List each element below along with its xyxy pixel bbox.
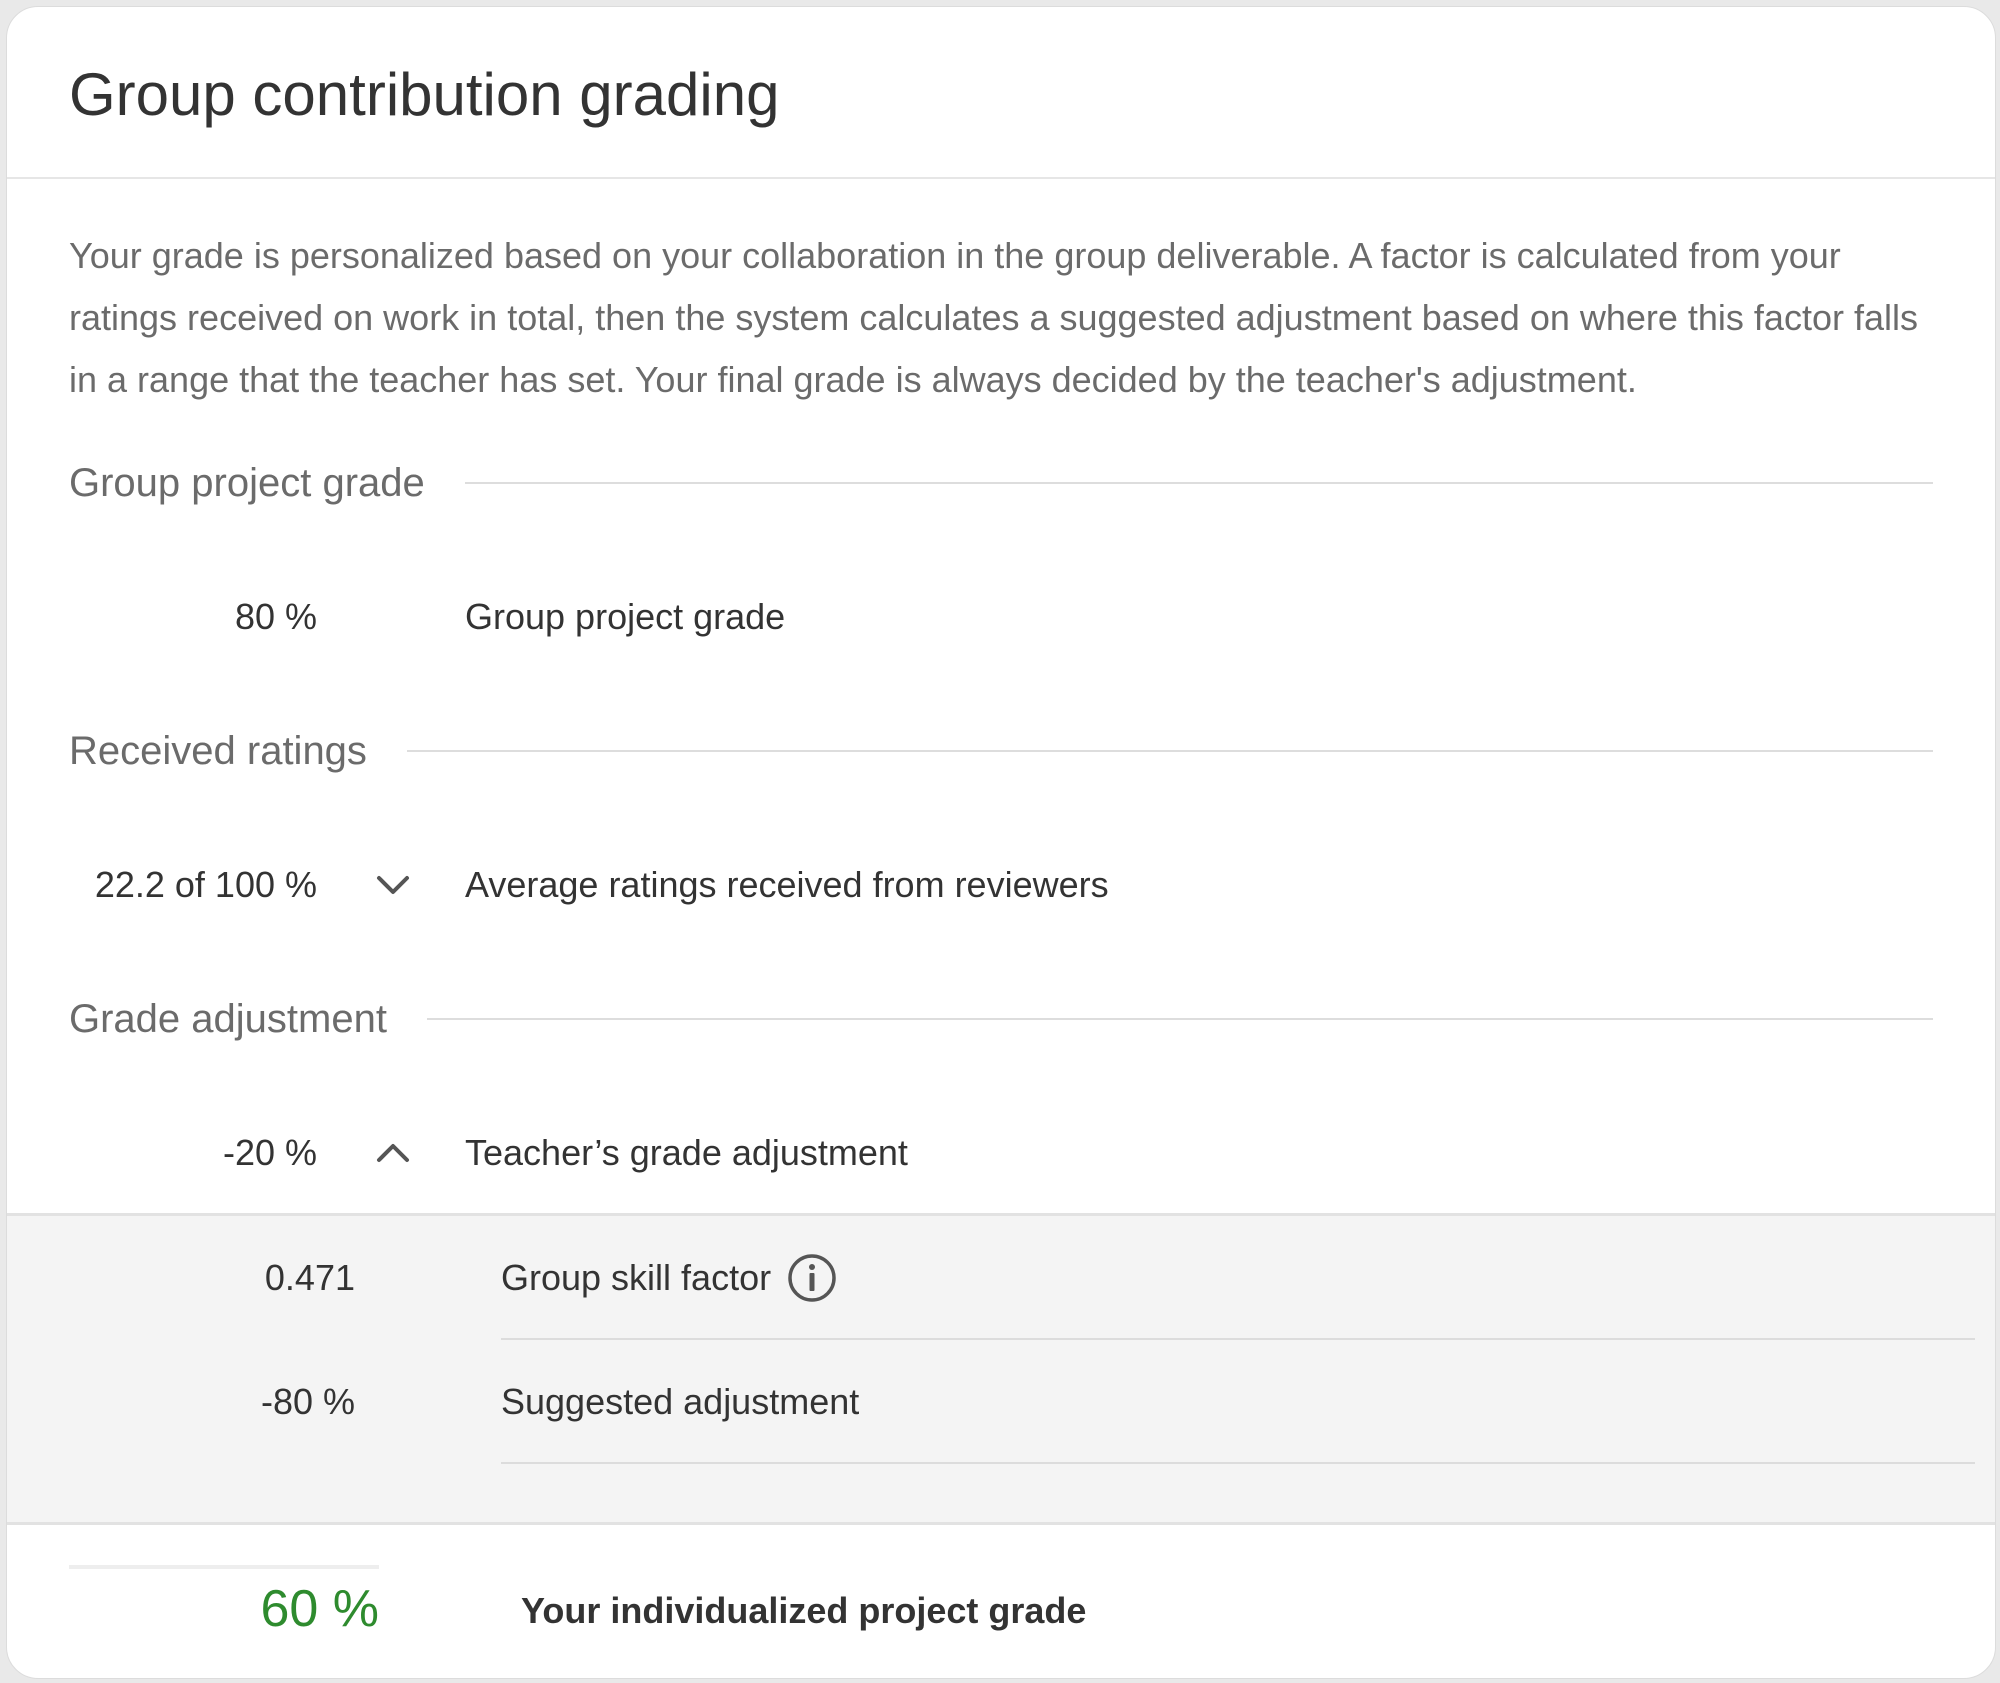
final-grade-value: 60 %	[260, 1580, 379, 1638]
adjustment-details-panel: 0.471 Group skill factor -80 % Suggested…	[7, 1213, 1995, 1525]
intro-text: Your grade is personalized based on your…	[69, 235, 1918, 400]
grading-card: Group contribution grading Your grade is…	[6, 6, 1996, 1679]
chevron-down-icon[interactable]	[369, 867, 417, 903]
section-title: Group project grade	[69, 460, 425, 505]
card-header: Group contribution grading	[7, 7, 1995, 179]
chevron-up-icon[interactable]	[369, 1135, 417, 1171]
section-received-ratings: Received ratings	[69, 721, 1933, 781]
detail-row: -80 % Suggested adjustment	[7, 1340, 1995, 1464]
grade-adjustment-label: Teacher’s grade adjustment	[465, 1132, 908, 1173]
suggested-adjustment-value: -80 %	[260, 1381, 355, 1422]
detail-row: 0.471 Group skill factor	[7, 1216, 1995, 1340]
group-project-label: Group project grade	[465, 596, 786, 637]
card-title: Group contribution grading	[69, 61, 780, 128]
received-ratings-row[interactable]: 22.2 of 100 % Average ratings received f…	[7, 855, 1207, 915]
section-grade-adjustment: Grade adjustment	[69, 989, 1933, 1049]
final-grade-value-box: 60 %	[69, 1565, 379, 1645]
grade-adjustment-value: -20 %	[222, 1132, 317, 1173]
received-ratings-label: Average ratings received from reviewers	[465, 864, 1109, 905]
section-divider	[464, 482, 1933, 484]
group-project-value: 80 %	[234, 596, 317, 637]
final-grade-label: Your individualized project grade	[521, 1590, 1087, 1631]
final-grade-row: 60 % Your individualized project grade	[7, 1525, 1995, 1675]
received-ratings-value: 22.2 of 100 %	[94, 864, 317, 905]
group-skill-factor-label: Group skill factor	[501, 1257, 772, 1298]
group-skill-factor-label-wrap: Group skill factor	[501, 1248, 837, 1308]
section-group-project: Group project grade	[69, 453, 1933, 513]
section-divider	[426, 1018, 1933, 1020]
detail-divider	[501, 1338, 1975, 1340]
section-title: Grade adjustment	[69, 996, 387, 1041]
group-project-row: 80 % Group project grade	[7, 587, 1207, 647]
group-skill-factor-value: 0.471	[264, 1257, 355, 1298]
info-icon[interactable]	[787, 1253, 837, 1303]
section-title: Received ratings	[69, 728, 367, 773]
section-divider	[406, 750, 1933, 752]
grade-adjustment-row[interactable]: -20 % Teacher’s grade adjustment	[7, 1123, 1207, 1183]
suggested-adjustment-label: Suggested adjustment	[501, 1381, 860, 1422]
detail-divider	[501, 1462, 1975, 1464]
